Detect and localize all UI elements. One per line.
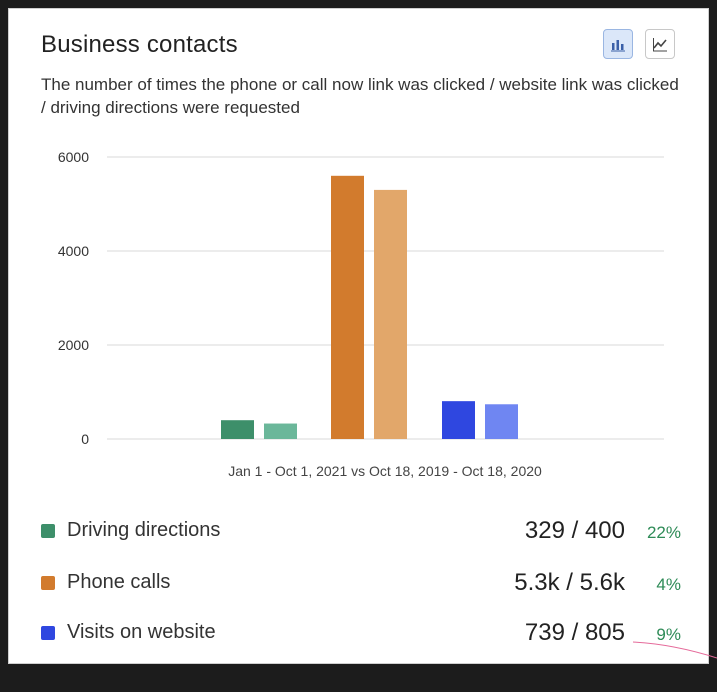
bar	[485, 404, 518, 439]
legend-row: Driving directions 329 / 400 22%	[41, 517, 681, 547]
legend-percent-change: 9%	[656, 625, 681, 644]
x-axis-label: Jan 1 - Oct 1, 2021 vs Oct 18, 2019 - Oc…	[228, 463, 542, 479]
legend-value: 739 / 805	[524, 619, 625, 646]
line-chart-icon	[653, 38, 667, 52]
bar	[331, 175, 364, 440]
y-tick-label: 0	[81, 431, 89, 447]
bar-chart-icon	[611, 40, 625, 52]
bar-view-button[interactable]	[603, 29, 633, 59]
legend-percent-change: 22%	[646, 523, 681, 542]
bar	[264, 423, 297, 439]
legend-row: Visits on website 739 / 805 9%	[41, 619, 681, 649]
bar	[374, 189, 407, 439]
y-tick-label: 2000	[58, 337, 89, 353]
legend-row: Phone calls 5.3k / 5.6k 4%	[41, 569, 681, 599]
bar	[442, 401, 475, 439]
legend-label: Visits on website	[67, 621, 216, 643]
y-tick-label: 4000	[58, 243, 89, 259]
y-tick-label: 6000	[58, 149, 89, 165]
bar-chart: 0 2000 4000 6000 Jan 1 - Oct 1, 2021 vs Oct …	[58, 149, 664, 479]
annotation-stroke	[633, 641, 717, 659]
card-title: Business contacts	[41, 31, 238, 58]
business-contacts-card: Business contacts The number of times th…	[8, 8, 709, 664]
line-view-button[interactable]	[645, 29, 675, 59]
legend-swatch	[41, 524, 55, 538]
legend-swatch	[41, 626, 55, 640]
bar	[221, 420, 254, 439]
legend-percent-change: 4%	[656, 575, 681, 594]
legend-value: 5.3k / 5.6k	[514, 569, 625, 596]
legend-label: Phone calls	[67, 571, 171, 593]
card-subtitle: The number of times the phone or call no…	[41, 75, 679, 117]
legend-swatch	[41, 576, 55, 590]
legend-value: 329 / 400	[524, 517, 625, 544]
legend-label: Driving directions	[67, 519, 221, 541]
